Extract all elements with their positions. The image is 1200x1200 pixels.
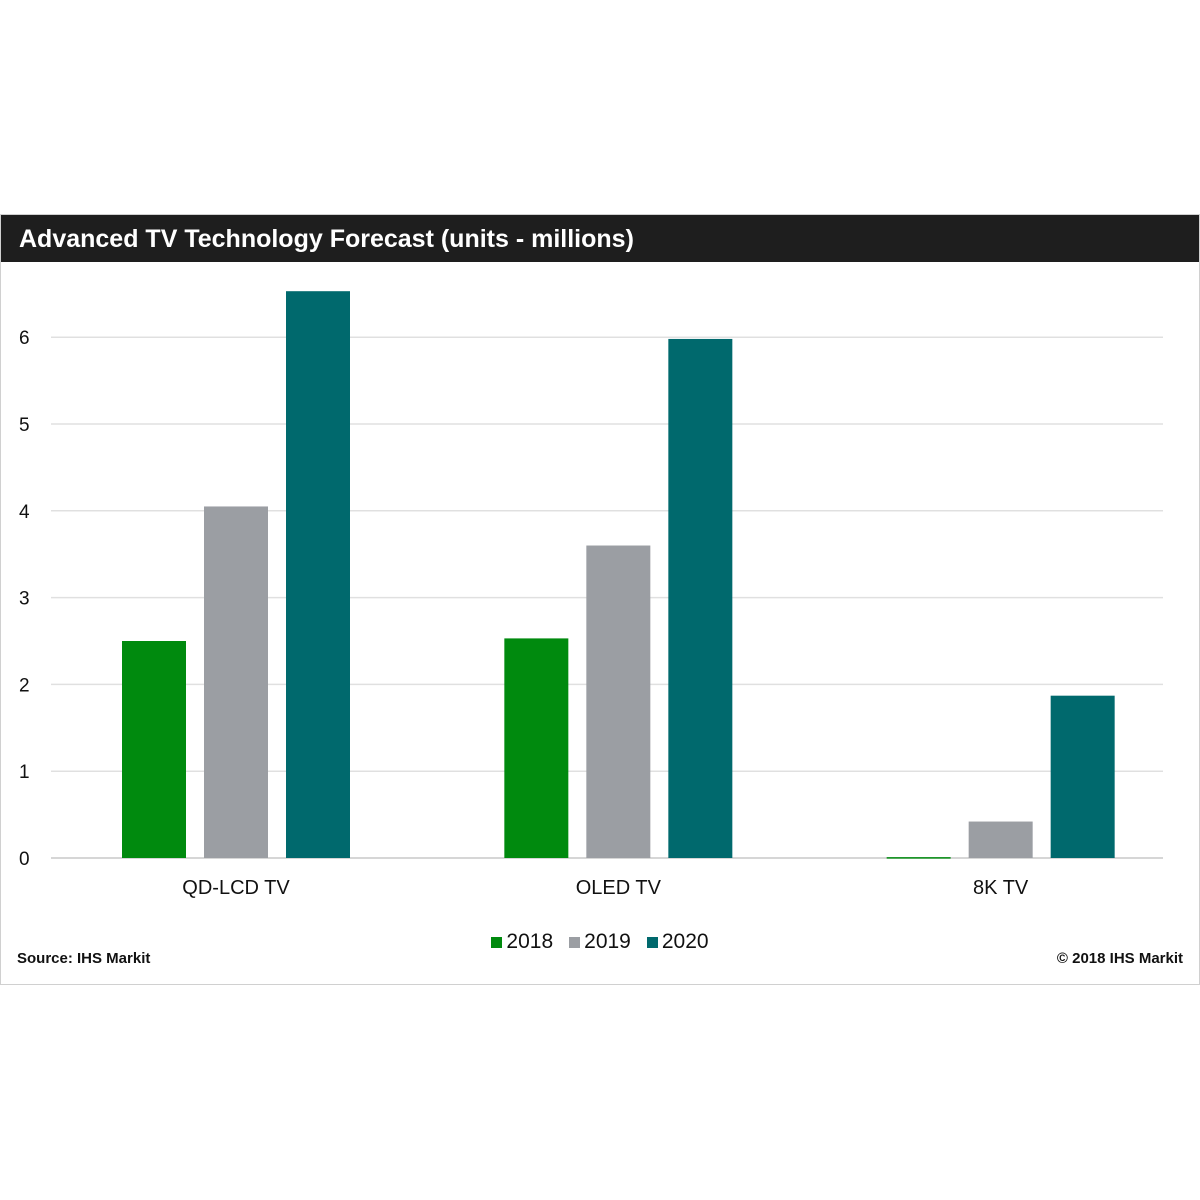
bar-chart: 0 1 2 3 4 5 6 QD-LCD TV OLED TV 8K TV [19,291,1163,899]
chart-frame: Advanced TV Technology Forecast (units -… [0,214,1200,985]
title-bar: Advanced TV Technology Forecast (units -… [1,215,1199,262]
bar-2018 [886,857,951,859]
bar-2018 [504,638,569,858]
bar-2019 [586,545,651,858]
copyright-note: © 2018 IHS Markit [1056,950,1183,967]
y-tick-label: 1 [19,762,30,783]
legend-label: 2020 [661,930,709,953]
bar-2019 [204,506,268,858]
y-tick-label: 5 [19,415,30,436]
bar-2020 [1050,695,1115,858]
legend-item: 2018 [491,930,553,954]
bar-2018 [122,641,186,858]
legend-label: 2019 [584,930,631,953]
y-tick-label: 2 [19,675,30,696]
legend-label: 2018 [506,930,554,953]
category-label: QD-LCD TV [182,877,290,899]
legend-swatch [646,936,658,948]
legend-swatch [569,936,581,948]
chart-title: Advanced TV Technology Forecast (units -… [19,225,634,253]
legend-item: 2020 [646,930,709,954]
y-tick-label: 6 [19,328,30,349]
category-label: OLED TV [576,877,662,899]
y-tick-label: 4 [19,502,30,523]
bar-2020 [286,291,350,858]
source-note: Source: IHS Markit [17,950,151,967]
legend-item: 2019 [569,930,631,954]
y-tick-label: 0 [19,849,30,870]
y-tick-label: 3 [19,589,30,610]
bar-2020 [668,338,733,858]
legend-swatch [491,936,503,948]
legend: 2018 2019 2020 [1,927,1199,957]
bar-2019 [968,821,1033,858]
category-label: 8K TV [973,877,1029,899]
